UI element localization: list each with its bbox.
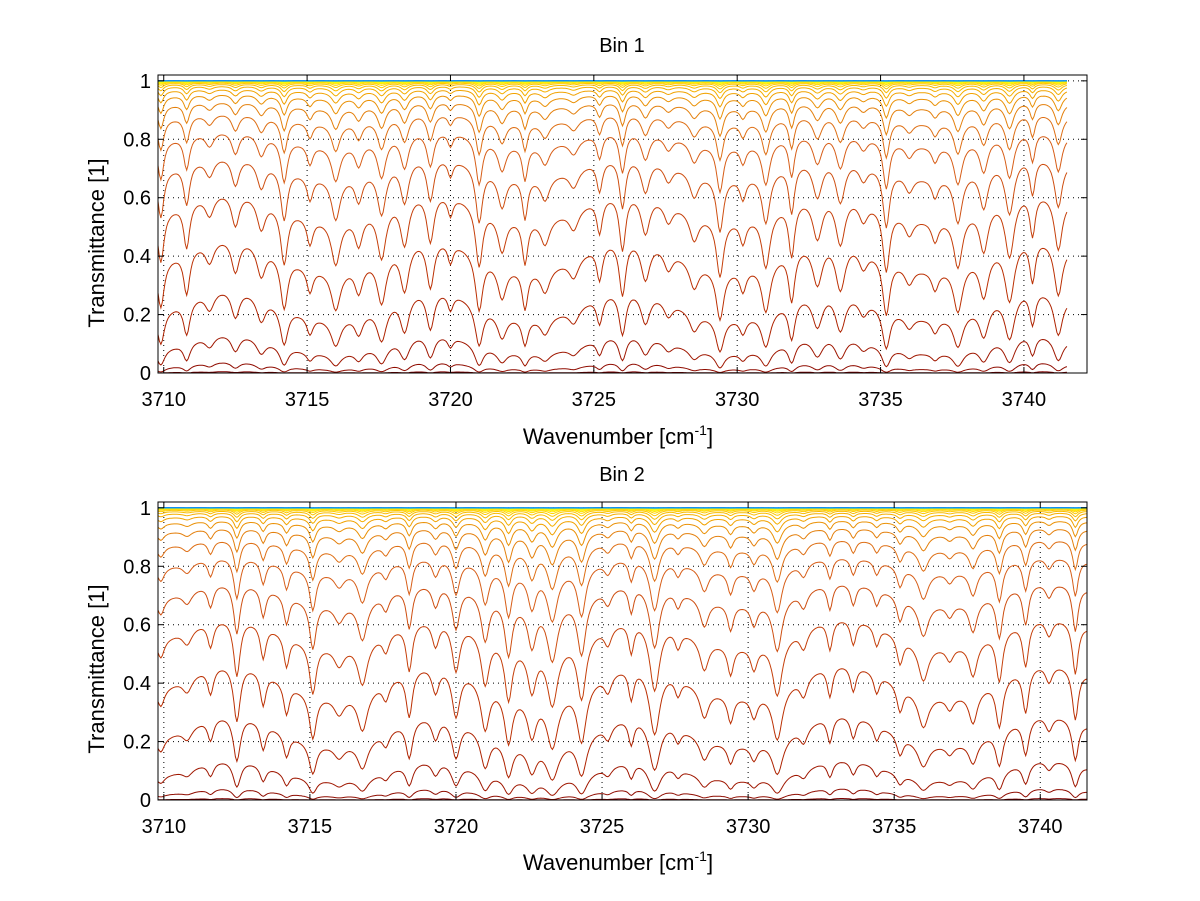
x-tick-label: 3740 [1018, 816, 1063, 838]
transmittance-series-line [157, 362, 1068, 374]
transmittance-series-line [157, 337, 1068, 369]
bin-1-grid [158, 75, 1087, 374]
bin-1-axes-frame [157, 74, 1088, 374]
bin-1-x-ticks: 3710 3715 3720 3725 3730 3735 3740 [141, 75, 1046, 411]
transmittance-series-line [157, 509, 1088, 517]
transmittance-series-line [157, 622, 1088, 709]
x-tick-label: 3735 [858, 389, 903, 411]
bin-1-y-axis-label: Transmittance [1] [84, 158, 109, 327]
bin-2-grid [158, 502, 1087, 801]
bin-2-x-ticks: 3710 3715 3720 3725 3730 3735 3740 [142, 502, 1063, 838]
transmittance-series-line [157, 198, 1068, 278]
x-tick-label: 3715 [288, 816, 333, 838]
x-tick-label: 3710 [141, 389, 186, 411]
transmittance-series-line [157, 668, 1088, 751]
x-tick-label: 3720 [434, 816, 479, 838]
transmittance-series-line [157, 81, 1067, 87]
bin-2-curves [157, 507, 1088, 801]
transmittance-series-line [157, 585, 1088, 664]
x-tick-label: 3720 [428, 389, 473, 411]
transmittance-series-line [157, 510, 1088, 521]
bin-2-x-axis-label: Wavenumber [cm-1] [523, 848, 713, 875]
bin-1-curves [157, 80, 1068, 374]
transmittance-series-line [157, 718, 1088, 781]
x-tick-label: 3725 [580, 816, 625, 838]
transmittance-series-line [157, 540, 1088, 591]
y-tick-label: 1 [140, 498, 151, 520]
transmittance-series-line [157, 516, 1088, 536]
transmittance-series-line [157, 788, 1087, 800]
x-tick-label: 3730 [726, 816, 771, 838]
bin-1-panel: Bin 1 3710 3715 3720 3725 3730 3735 3740 00.20… [84, 35, 1088, 449]
transmittance-series-line [157, 508, 1088, 515]
y-tick-label: 0.8 [123, 129, 151, 151]
transmittance-series-line [157, 512, 1088, 527]
y-tick-label: 0.8 [123, 556, 151, 578]
y-tick-label: 0.2 [123, 305, 151, 327]
bin-1-y-ticks: 0 0.2 0.4 0.6 0.8 1 [123, 71, 1087, 385]
y-tick-label: 0 [140, 363, 151, 385]
transmittance-series-line [157, 115, 1068, 162]
x-tick-label: 3710 [142, 816, 187, 838]
transmittance-series-line [157, 161, 1068, 233]
y-tick-label: 1 [140, 71, 151, 93]
transmittance-series-line [157, 84, 1068, 94]
y-tick-label: 0 [140, 790, 151, 812]
y-tick-label: 0.2 [123, 732, 151, 754]
transmittance-series-line [157, 294, 1068, 354]
transmittance-series-line [157, 521, 1088, 548]
transmittance-series-line [157, 559, 1088, 624]
bin-2-y-axis-label: Transmittance [1] [84, 584, 109, 753]
transmittance-series-line [157, 95, 1068, 120]
transmittance-series-line [157, 134, 1068, 195]
x-tick-label: 3730 [715, 389, 760, 411]
y-tick-label: 0.6 [123, 615, 151, 637]
y-tick-label: 0.4 [123, 673, 151, 695]
x-tick-label: 3725 [572, 389, 617, 411]
y-tick-label: 0.6 [123, 188, 151, 210]
transmittance-series-line [157, 82, 1068, 90]
transmittance-series-line [157, 244, 1068, 322]
transmittance-series-line [157, 529, 1088, 566]
x-tick-label: 3740 [1002, 389, 1047, 411]
bin-2-axes-frame [157, 501, 1088, 801]
transmittance-series-line [157, 762, 1088, 796]
bin-2-y-ticks: 0 0.2 0.4 0.6 0.8 1 [123, 498, 1087, 812]
bin-1-title: Bin 1 [599, 35, 645, 57]
x-tick-label: 3715 [285, 389, 330, 411]
bin-2-title: Bin 2 [599, 464, 645, 486]
transmittance-series-line [157, 103, 1068, 138]
bin-2-panel: Bin 2 3710 3715 3720 3725 3730 3735 3740 00.20… [84, 464, 1088, 875]
transmittance-series-line [157, 89, 1068, 108]
y-tick-label: 0.4 [123, 246, 151, 268]
x-tick-label: 3735 [872, 816, 917, 838]
bin-1-x-axis-label: Wavenumber [cm-1] [523, 422, 713, 449]
transmittance-series-line [157, 86, 1068, 100]
